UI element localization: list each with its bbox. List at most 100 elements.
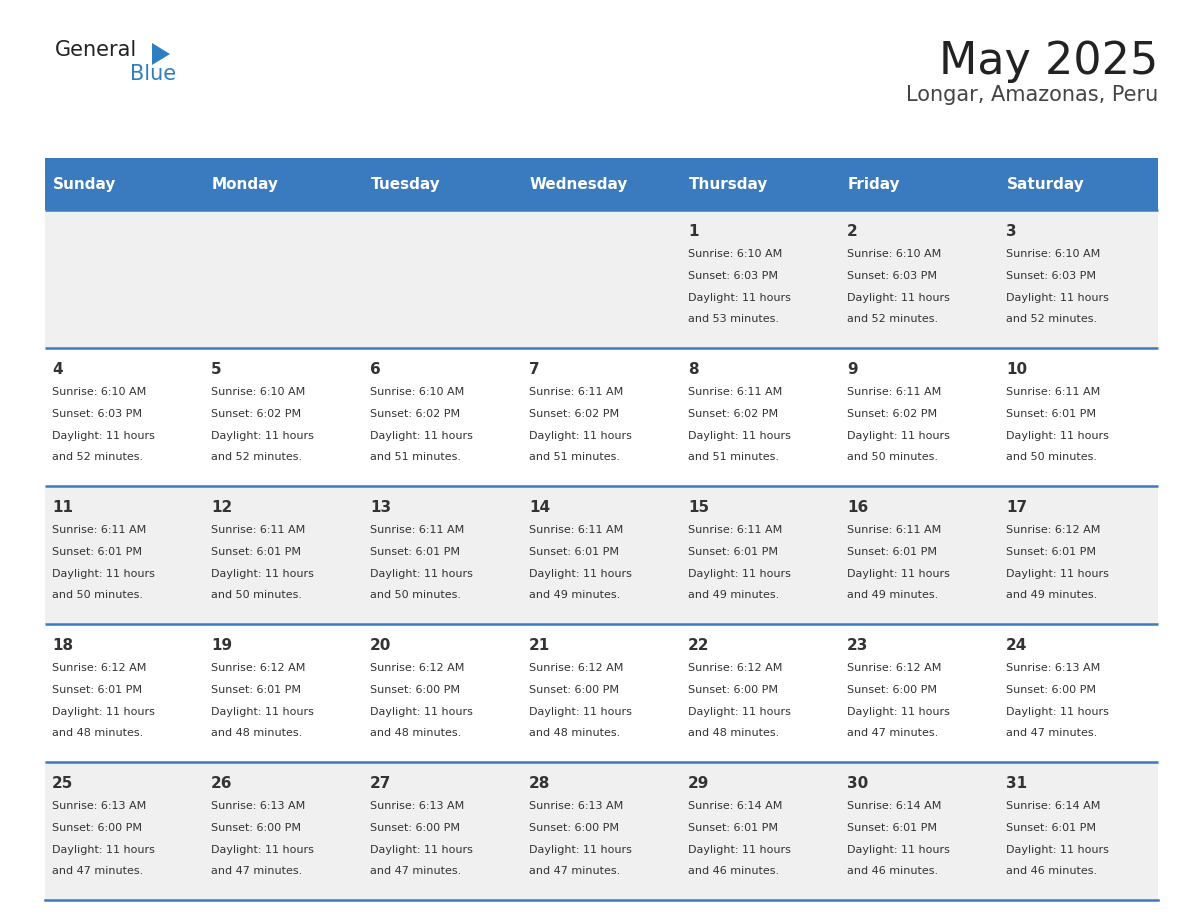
Text: Sunset: 6:01 PM: Sunset: 6:01 PM	[847, 547, 937, 556]
Text: Sunrise: 6:10 AM: Sunrise: 6:10 AM	[52, 386, 146, 397]
Text: Sunset: 6:01 PM: Sunset: 6:01 PM	[847, 823, 937, 833]
Text: and 47 minutes.: and 47 minutes.	[847, 727, 939, 737]
Text: 29: 29	[688, 776, 709, 790]
Text: 16: 16	[847, 499, 868, 515]
Text: Daylight: 11 hours: Daylight: 11 hours	[847, 431, 950, 441]
Text: 5: 5	[211, 362, 222, 376]
Text: and 49 minutes.: and 49 minutes.	[688, 589, 779, 599]
Text: and 48 minutes.: and 48 minutes.	[211, 727, 303, 737]
Text: Daylight: 11 hours: Daylight: 11 hours	[847, 293, 950, 303]
Text: Thursday: Thursday	[689, 176, 769, 192]
Bar	[364, 158, 522, 210]
Text: Sunset: 6:00 PM: Sunset: 6:00 PM	[371, 823, 460, 833]
Text: Sunrise: 6:10 AM: Sunrise: 6:10 AM	[371, 386, 465, 397]
Text: Sunset: 6:00 PM: Sunset: 6:00 PM	[529, 685, 619, 695]
Text: Sunset: 6:01 PM: Sunset: 6:01 PM	[211, 685, 301, 695]
Text: and 52 minutes.: and 52 minutes.	[847, 314, 939, 323]
Text: Sunrise: 6:12 AM: Sunrise: 6:12 AM	[211, 663, 305, 673]
Text: Sunset: 6:01 PM: Sunset: 6:01 PM	[688, 823, 778, 833]
Text: Sunrise: 6:14 AM: Sunrise: 6:14 AM	[847, 800, 942, 811]
Text: Sunset: 6:02 PM: Sunset: 6:02 PM	[371, 409, 460, 419]
Text: Sunrise: 6:13 AM: Sunrise: 6:13 AM	[211, 800, 305, 811]
Text: Daylight: 11 hours: Daylight: 11 hours	[52, 431, 154, 441]
Text: Daylight: 11 hours: Daylight: 11 hours	[529, 569, 632, 579]
Text: 26: 26	[211, 776, 233, 790]
Text: and 50 minutes.: and 50 minutes.	[1006, 452, 1098, 462]
Text: Daylight: 11 hours: Daylight: 11 hours	[211, 569, 314, 579]
Bar	[681, 158, 840, 210]
Text: and 48 minutes.: and 48 minutes.	[529, 727, 620, 737]
Text: Daylight: 11 hours: Daylight: 11 hours	[371, 569, 473, 579]
Text: 8: 8	[688, 362, 699, 376]
Text: Daylight: 11 hours: Daylight: 11 hours	[847, 569, 950, 579]
Text: 14: 14	[529, 499, 550, 515]
Text: and 52 minutes.: and 52 minutes.	[1006, 314, 1098, 323]
Text: Daylight: 11 hours: Daylight: 11 hours	[529, 707, 632, 717]
Text: 31: 31	[1006, 776, 1028, 790]
Text: and 48 minutes.: and 48 minutes.	[688, 727, 779, 737]
Text: Daylight: 11 hours: Daylight: 11 hours	[847, 707, 950, 717]
Text: Friday: Friday	[848, 176, 901, 192]
Text: Daylight: 11 hours: Daylight: 11 hours	[1006, 293, 1110, 303]
Text: Monday: Monday	[211, 176, 279, 192]
Text: Sunset: 6:01 PM: Sunset: 6:01 PM	[1006, 547, 1097, 556]
Polygon shape	[152, 43, 170, 65]
Text: and 48 minutes.: and 48 minutes.	[371, 727, 461, 737]
Text: Sunrise: 6:12 AM: Sunrise: 6:12 AM	[688, 663, 783, 673]
Text: 2: 2	[847, 224, 858, 239]
Text: 25: 25	[52, 776, 74, 790]
Text: Daylight: 11 hours: Daylight: 11 hours	[211, 431, 314, 441]
Text: Daylight: 11 hours: Daylight: 11 hours	[688, 431, 791, 441]
Bar	[999, 158, 1158, 210]
Text: Sunrise: 6:13 AM: Sunrise: 6:13 AM	[1006, 663, 1100, 673]
Text: and 52 minutes.: and 52 minutes.	[211, 452, 302, 462]
Text: and 48 minutes.: and 48 minutes.	[52, 727, 144, 737]
Text: Tuesday: Tuesday	[371, 176, 441, 192]
Text: Sunset: 6:00 PM: Sunset: 6:00 PM	[1006, 685, 1097, 695]
Text: Sunset: 6:02 PM: Sunset: 6:02 PM	[847, 409, 937, 419]
Text: 27: 27	[371, 776, 392, 790]
Text: Daylight: 11 hours: Daylight: 11 hours	[211, 845, 314, 855]
Text: 30: 30	[847, 776, 868, 790]
Text: Sunrise: 6:11 AM: Sunrise: 6:11 AM	[847, 525, 941, 534]
Text: 22: 22	[688, 638, 709, 653]
Text: and 47 minutes.: and 47 minutes.	[52, 866, 144, 876]
Text: 6: 6	[371, 362, 381, 376]
Text: Sunset: 6:01 PM: Sunset: 6:01 PM	[529, 547, 619, 556]
Bar	[45, 762, 1158, 900]
Text: Daylight: 11 hours: Daylight: 11 hours	[1006, 845, 1110, 855]
Text: Sunrise: 6:13 AM: Sunrise: 6:13 AM	[371, 800, 465, 811]
Text: 1: 1	[688, 224, 699, 239]
Text: Sunset: 6:01 PM: Sunset: 6:01 PM	[52, 685, 143, 695]
Text: General: General	[55, 40, 138, 60]
Text: Wednesday: Wednesday	[530, 176, 628, 192]
Text: and 46 minutes.: and 46 minutes.	[847, 866, 939, 876]
Bar	[45, 348, 1158, 486]
Text: 24: 24	[1006, 638, 1028, 653]
Text: Daylight: 11 hours: Daylight: 11 hours	[52, 569, 154, 579]
Bar	[840, 158, 999, 210]
Text: 11: 11	[52, 499, 74, 515]
Text: 12: 12	[211, 499, 233, 515]
Text: Sunrise: 6:12 AM: Sunrise: 6:12 AM	[529, 663, 624, 673]
Text: and 50 minutes.: and 50 minutes.	[52, 589, 144, 599]
Text: Daylight: 11 hours: Daylight: 11 hours	[52, 707, 154, 717]
Text: Sunset: 6:00 PM: Sunset: 6:00 PM	[529, 823, 619, 833]
Text: Sunset: 6:03 PM: Sunset: 6:03 PM	[688, 271, 778, 281]
Text: Sunrise: 6:14 AM: Sunrise: 6:14 AM	[688, 800, 783, 811]
Text: Sunrise: 6:11 AM: Sunrise: 6:11 AM	[52, 525, 146, 534]
Text: Sunrise: 6:13 AM: Sunrise: 6:13 AM	[52, 800, 146, 811]
Text: 18: 18	[52, 638, 74, 653]
Text: and 46 minutes.: and 46 minutes.	[1006, 866, 1098, 876]
Text: Sunrise: 6:12 AM: Sunrise: 6:12 AM	[52, 663, 146, 673]
Text: Sunrise: 6:11 AM: Sunrise: 6:11 AM	[371, 525, 465, 534]
Bar	[45, 486, 1158, 624]
Text: and 47 minutes.: and 47 minutes.	[529, 866, 620, 876]
Text: Saturday: Saturday	[1007, 176, 1085, 192]
Text: and 49 minutes.: and 49 minutes.	[529, 589, 620, 599]
Text: Sunrise: 6:11 AM: Sunrise: 6:11 AM	[847, 386, 941, 397]
Text: Sunday: Sunday	[53, 176, 116, 192]
Text: Sunrise: 6:11 AM: Sunrise: 6:11 AM	[211, 525, 305, 534]
Text: Daylight: 11 hours: Daylight: 11 hours	[1006, 431, 1110, 441]
Bar	[522, 158, 681, 210]
